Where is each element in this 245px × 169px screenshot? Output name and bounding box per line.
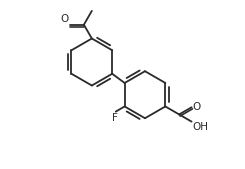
Text: O: O — [193, 102, 201, 112]
Text: OH: OH — [192, 122, 208, 132]
Text: O: O — [61, 14, 69, 24]
Text: F: F — [112, 113, 118, 123]
